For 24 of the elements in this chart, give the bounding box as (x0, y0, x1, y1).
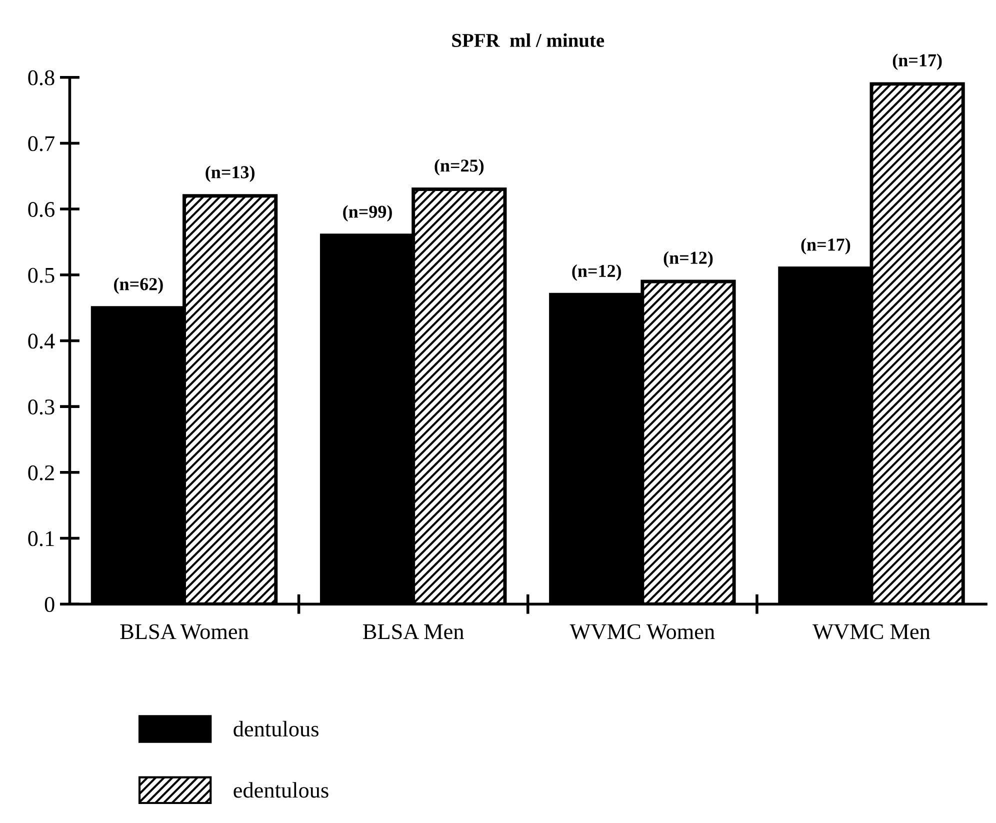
annotation: (n=17) (801, 238, 850, 254)
y-tick-label: 0.8 (28, 70, 54, 86)
legend-label: dentulous (234, 720, 318, 737)
annotation: (n=17) (892, 54, 942, 70)
annotation: (n=12) (664, 251, 713, 268)
annotation: (n=13) (206, 166, 254, 182)
y-tick-label: 0.1 (28, 531, 54, 546)
annotation: (n=99) (343, 205, 392, 222)
x-tick-label: BLSA Men (363, 624, 464, 640)
x-tick-label: BLSA Women (120, 624, 249, 640)
y-tick-label: 0.2 (28, 465, 54, 480)
y-tick-label: 0.4 (28, 334, 55, 349)
y-tick-label: 0 (44, 597, 54, 612)
annotation: (n=62) (114, 278, 163, 294)
y-tick-label: 0.6 (28, 202, 54, 218)
x-tick-label: WVMC Men (812, 624, 930, 640)
legend-label: edentulous (234, 782, 328, 798)
annotation: (n=12) (572, 264, 622, 281)
y-tick-label: 0.3 (28, 399, 54, 415)
x-tick-label: WVMC Women (570, 624, 715, 640)
y-tick-label: 0.5 (28, 268, 54, 283)
chart-title: SPFR ml / minute (452, 33, 604, 48)
annotation: (n=25) (434, 159, 484, 176)
y-tick-label: 0.7 (28, 136, 54, 152)
